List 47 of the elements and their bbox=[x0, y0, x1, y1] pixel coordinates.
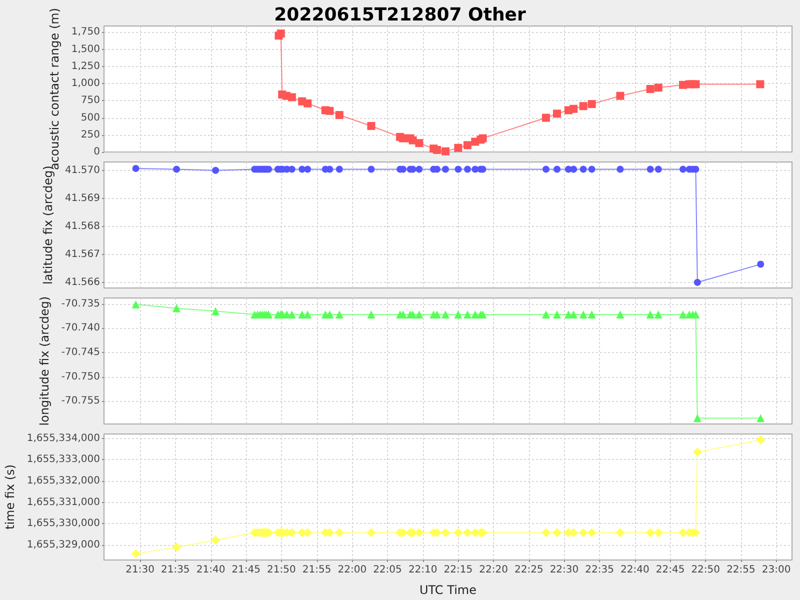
y-tick-label: 1,655,333,000 bbox=[26, 454, 100, 466]
y-tick-label: 1,250 bbox=[71, 60, 100, 72]
x-tick-label: 22:30 bbox=[550, 564, 579, 576]
y-tick-label: 750 bbox=[80, 95, 100, 106]
y-tick-label: 500 bbox=[80, 112, 100, 124]
x-tick-label: 21:50 bbox=[267, 564, 296, 576]
x-tick-label: 22:05 bbox=[373, 564, 402, 576]
x-tick-label: 21:55 bbox=[302, 564, 332, 576]
x-tick-label: 22:15 bbox=[444, 564, 473, 576]
x-tick-label: 22:20 bbox=[479, 564, 508, 576]
x-tick-label: 22:10 bbox=[408, 564, 438, 576]
y-tick-label: 1,655,329,000 bbox=[26, 540, 100, 551]
y-tick-label: 1,655,334,000 bbox=[26, 432, 100, 444]
x-tick-label: 22:00 bbox=[338, 564, 367, 576]
x-tick-label: 22:25 bbox=[514, 564, 544, 576]
y-tick-label: 41.568 bbox=[65, 220, 100, 232]
y-tick-label: 1,000 bbox=[71, 78, 100, 90]
y-tick-label: -70.745 bbox=[61, 346, 100, 358]
chart-title: 20220615T212807 Other bbox=[274, 4, 526, 26]
y-tick-label: 41.570 bbox=[65, 164, 100, 176]
y-tick-label: 1,750 bbox=[71, 26, 100, 38]
x-tick-label: 21:45 bbox=[232, 564, 261, 576]
x-tick-label: 22:50 bbox=[691, 564, 720, 576]
y-tick-label: -70.735 bbox=[61, 298, 100, 310]
y-tick-label: 250 bbox=[80, 129, 100, 140]
y-axis-title: longitude fix (arcdeg) bbox=[38, 296, 52, 426]
x-tick-label: 21:30 bbox=[126, 564, 154, 576]
y-axis-title: time fix (s) bbox=[2, 464, 17, 530]
x-tick-label: 22:40 bbox=[620, 564, 650, 576]
x-tick-label: 21:35 bbox=[160, 564, 190, 576]
y-tick-label: 41.569 bbox=[65, 192, 100, 204]
x-tick-label: 21:40 bbox=[196, 564, 226, 576]
y-tick-label: -70.740 bbox=[61, 322, 100, 334]
x-tick-label: 22:35 bbox=[585, 564, 614, 576]
y-tick-label: 41.566 bbox=[65, 276, 100, 288]
y-tick-label: 41.567 bbox=[65, 248, 100, 260]
y-tick-label: 1,500 bbox=[71, 44, 100, 55]
y-tick-label: -70.755 bbox=[61, 396, 100, 407]
y-tick-label: -70.750 bbox=[61, 371, 100, 382]
x-tick-label: 23:00 bbox=[762, 564, 791, 576]
x-axis-title: UTC Time bbox=[420, 583, 476, 597]
y-tick-label: 1,655,330,000 bbox=[26, 518, 100, 530]
y-tick-label: 0 bbox=[94, 146, 100, 158]
x-tick-label: 22:55 bbox=[726, 564, 756, 576]
y-tick-label: 1,655,331,000 bbox=[26, 496, 100, 508]
y-tick-label: 1,655,332,000 bbox=[26, 475, 100, 486]
x-tick-label: 22:45 bbox=[656, 564, 685, 576]
